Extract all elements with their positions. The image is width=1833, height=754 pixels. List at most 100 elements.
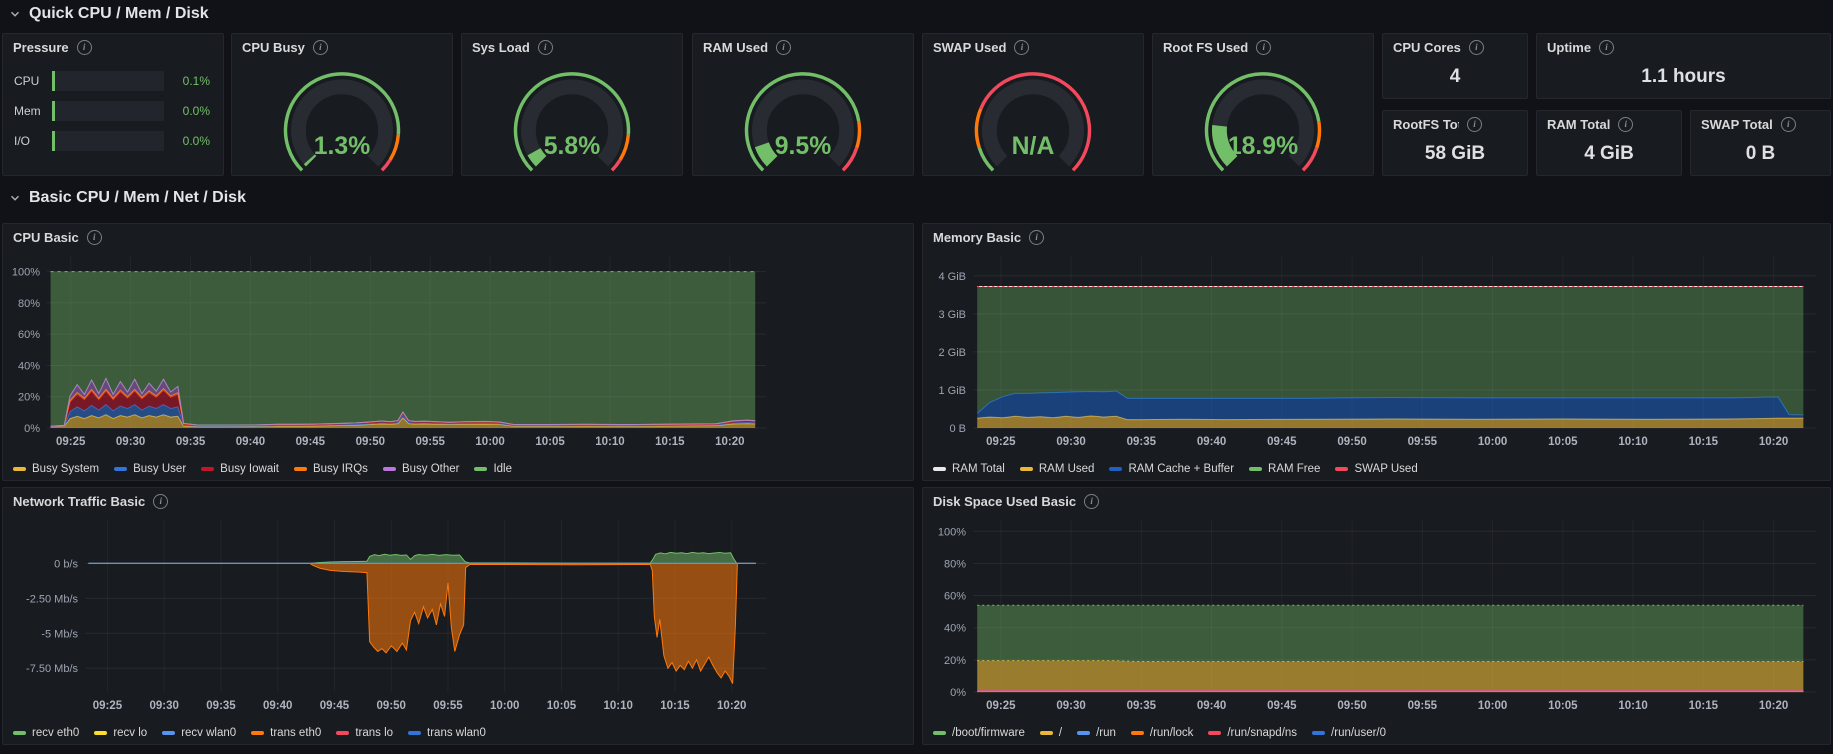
- panel-header[interactable]: Uptime i: [1547, 40, 1822, 55]
- legend-swatch: [1335, 467, 1348, 471]
- legend-item[interactable]: /: [1040, 727, 1062, 739]
- panel-network-basic: Network Traffic Basic i 0 b/s-2.50 Mb/s-…: [2, 487, 914, 745]
- legend-item[interactable]: RAM Cache + Buffer: [1109, 463, 1234, 475]
- cpu_basic-svg: 0%20%40%60%80%100%09:2509:3009:3509:4009…: [5, 250, 911, 456]
- legend-item[interactable]: Idle: [474, 463, 512, 475]
- panel-header[interactable]: CPU Cores i: [1393, 40, 1519, 55]
- panel-title: Root FS Used: [1163, 40, 1248, 55]
- svg-text:20%: 20%: [944, 655, 966, 667]
- info-icon[interactable]: i: [1014, 40, 1029, 55]
- info-icon[interactable]: i: [1599, 40, 1614, 55]
- info-icon[interactable]: i: [1467, 117, 1482, 132]
- legend-label: recv eth0: [32, 727, 79, 739]
- section-header-quick[interactable]: Quick CPU / Mem / Disk: [8, 2, 209, 26]
- panel-memory-basic: Memory Basic i 0 B1 GiB2 GiB3 GiB4 GiB09…: [922, 223, 1831, 481]
- legend-item[interactable]: RAM Total: [933, 463, 1005, 475]
- info-icon[interactable]: i: [1029, 230, 1044, 245]
- legend-item[interactable]: recv lo: [94, 727, 147, 739]
- legend-swatch: [1131, 731, 1144, 735]
- legend-label: RAM Used: [1039, 463, 1095, 475]
- legend-swatch: [1208, 731, 1221, 735]
- legend-item[interactable]: RAM Used: [1020, 463, 1095, 475]
- panel-header[interactable]: Pressure i: [13, 40, 215, 55]
- legend-swatch: [1077, 731, 1090, 735]
- info-icon[interactable]: i: [153, 494, 168, 509]
- memory-basic-plot[interactable]: 0 B1 GiB2 GiB3 GiB4 GiB09:2509:3009:3509…: [925, 250, 1828, 456]
- info-icon[interactable]: i: [87, 230, 102, 245]
- panel-header[interactable]: Root FS Used i: [1163, 40, 1365, 55]
- legend-label: recv lo: [113, 727, 147, 739]
- legend-swatch: [13, 467, 26, 471]
- cpu-basic-plot[interactable]: 0%20%40%60%80%100%09:2509:3009:3509:4009…: [5, 250, 911, 456]
- panel-header[interactable]: SWAP Used i: [933, 40, 1135, 55]
- svg-text:3 GiB: 3 GiB: [938, 309, 966, 321]
- legend-item[interactable]: RAM Free: [1249, 463, 1320, 475]
- disk-basic-plot[interactable]: 0%20%40%60%80%100%09:2509:3009:3509:4009…: [925, 514, 1828, 720]
- pressure-value: 0.0%: [164, 134, 223, 148]
- svg-text:1 GiB: 1 GiB: [938, 385, 966, 397]
- panel-cpu-busy: CPU Busy i 1.3%: [231, 33, 453, 176]
- legend-label: /run/user/0: [1331, 727, 1386, 739]
- info-icon[interactable]: i: [313, 40, 328, 55]
- legend-item[interactable]: Busy IRQs: [294, 463, 368, 475]
- legend-item[interactable]: Busy Iowait: [201, 463, 279, 475]
- info-icon[interactable]: i: [1084, 494, 1099, 509]
- legend-item[interactable]: trans wlan0: [408, 727, 486, 739]
- legend-label: RAM Free: [1268, 463, 1320, 475]
- memory_basic-svg: 0 B1 GiB2 GiB3 GiB4 GiB09:2509:3009:3509…: [925, 250, 1828, 456]
- panel-title: RAM Total: [1547, 117, 1610, 132]
- svg-text:10:10: 10:10: [595, 436, 624, 448]
- legend-item[interactable]: SWAP Used: [1335, 463, 1417, 475]
- svg-text:09:55: 09:55: [1408, 700, 1438, 712]
- info-icon[interactable]: i: [538, 40, 553, 55]
- panel-header[interactable]: Disk Space Used Basic i: [933, 494, 1822, 509]
- legend-item[interactable]: /run/lock: [1131, 727, 1193, 739]
- legend-item[interactable]: /boot/firmware: [933, 727, 1025, 739]
- legend-label: trans lo: [355, 727, 393, 739]
- panel-header[interactable]: SWAP Total i: [1701, 117, 1822, 132]
- info-icon[interactable]: i: [1618, 117, 1633, 132]
- stat-value: 0 B: [1691, 143, 1830, 165]
- info-icon[interactable]: i: [77, 40, 92, 55]
- panel-title: CPU Busy: [242, 40, 305, 55]
- legend-item[interactable]: /run/snapd/ns: [1208, 727, 1297, 739]
- info-icon[interactable]: i: [1781, 117, 1796, 132]
- info-icon[interactable]: i: [1469, 40, 1484, 55]
- panel-header[interactable]: RAM Used i: [703, 40, 905, 55]
- pressure-value: 0.0%: [164, 104, 223, 118]
- legend-swatch: [383, 467, 396, 471]
- network-basic-plot[interactable]: 0 b/s-2.50 Mb/s-5 Mb/s-7.50 Mb/s09:2509:…: [5, 514, 911, 720]
- panel-header[interactable]: RAM Total i: [1547, 117, 1673, 132]
- legend-item[interactable]: /run/user/0: [1312, 727, 1386, 739]
- panel-rootfs-total: RootFS Total i 58 GiB: [1382, 110, 1528, 176]
- legend-label: Busy Other: [402, 463, 460, 475]
- panel-title: Pressure: [13, 40, 69, 55]
- legend-item[interactable]: trans lo: [336, 727, 393, 739]
- legend-item[interactable]: /run: [1077, 727, 1116, 739]
- svg-text:09:45: 09:45: [296, 436, 326, 448]
- panel-header[interactable]: CPU Busy i: [242, 40, 444, 55]
- legend-item[interactable]: recv wlan0: [162, 727, 236, 739]
- info-icon[interactable]: i: [1256, 40, 1271, 55]
- legend-item[interactable]: Busy System: [13, 463, 99, 475]
- legend-item[interactable]: recv eth0: [13, 727, 79, 739]
- panel-header[interactable]: CPU Basic i: [13, 230, 905, 245]
- legend-item[interactable]: trans eth0: [251, 727, 321, 739]
- info-icon[interactable]: i: [776, 40, 791, 55]
- chevron-down-icon: [8, 7, 22, 21]
- panel-title: Uptime: [1547, 40, 1591, 55]
- panel-header[interactable]: RootFS Total i: [1393, 117, 1519, 132]
- svg-text:09:35: 09:35: [1127, 700, 1157, 712]
- svg-text:100%: 100%: [938, 526, 966, 538]
- svg-text:09:40: 09:40: [263, 700, 292, 712]
- legend-label: RAM Total: [952, 463, 1005, 475]
- section-header-basic[interactable]: Basic CPU / Mem / Net / Disk: [8, 186, 246, 210]
- svg-text:10:00: 10:00: [1478, 700, 1507, 712]
- panel-header[interactable]: Network Traffic Basic i: [13, 494, 905, 509]
- panel-header[interactable]: Sys Load i: [472, 40, 674, 55]
- legend-swatch: [13, 731, 26, 735]
- legend-swatch: [336, 731, 349, 735]
- legend-item[interactable]: Busy Other: [383, 463, 460, 475]
- panel-header[interactable]: Memory Basic i: [933, 230, 1822, 245]
- legend-item[interactable]: Busy User: [114, 463, 186, 475]
